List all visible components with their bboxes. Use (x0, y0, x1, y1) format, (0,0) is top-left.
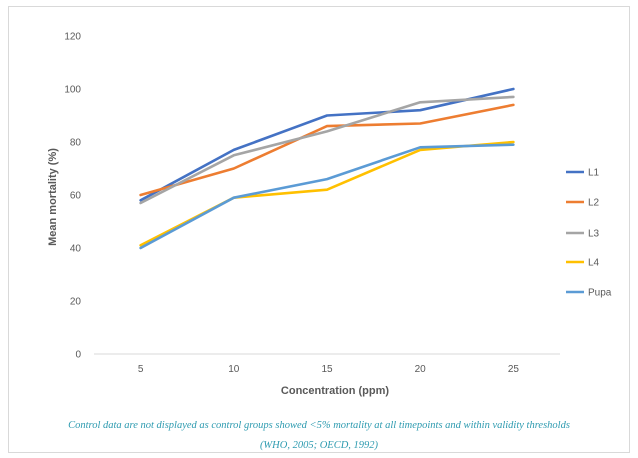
y-tick-label: 20 (70, 297, 82, 308)
series-line-l4 (139, 140, 515, 247)
y-tick-label: 60 (70, 191, 82, 202)
x-axis-title: Concentration (ppm) (281, 385, 389, 397)
y-tick-label: 100 (64, 85, 81, 96)
legend-label-pupa: Pupa (588, 288, 612, 299)
series-lines (139, 87, 515, 250)
legend-label-l4: L4 (588, 258, 600, 269)
legend-label-l1: L1 (588, 168, 600, 179)
series-line-l3 (139, 95, 515, 205)
y-tick-label: 0 (75, 350, 81, 361)
x-tick-label: 15 (321, 364, 333, 375)
y-axis-title: Mean mortality (%) (47, 148, 59, 246)
series-line-pupa (139, 143, 515, 250)
y-tick-label: 80 (70, 138, 82, 149)
x-axis-ticks: 5 10 15 20 25 (138, 364, 520, 375)
footnote-line-1: Control data are not displayed as contro… (68, 420, 570, 431)
legend-label-l3: L3 (588, 229, 600, 240)
y-axis-ticks: 0 20 40 60 80 100 120 (64, 32, 81, 361)
series-line-l1 (139, 87, 515, 202)
legend: L1 L2 L3 L4 Pupa (566, 168, 612, 299)
series-line-l2 (139, 103, 515, 197)
y-tick-label: 40 (70, 244, 82, 255)
x-tick-label: 20 (415, 364, 427, 375)
legend-label-l2: L2 (588, 198, 600, 209)
x-tick-label: 10 (228, 364, 240, 375)
y-tick-label: 120 (64, 32, 81, 43)
x-tick-label: 5 (138, 364, 144, 375)
footnote-line-2: (WHO, 2005; OECD, 1992) (259, 440, 379, 451)
footnote: Control data are not displayed as contro… (0, 416, 638, 456)
chart-frame (8, 6, 630, 453)
x-tick-label: 25 (508, 364, 520, 375)
